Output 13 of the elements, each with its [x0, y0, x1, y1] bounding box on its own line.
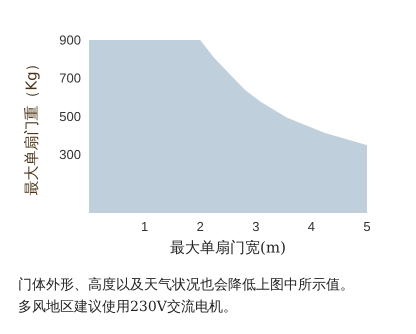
- x-tick-label: 3: [252, 219, 260, 234]
- y-tick-label: 300: [59, 147, 81, 162]
- text: 多风地区建议使用230V交流电机。: [18, 299, 237, 315]
- y-tick-label: 500: [59, 108, 81, 124]
- y-tick-label: 700: [59, 70, 81, 86]
- y-axis-title: 最大单扇门重（Kg）: [22, 56, 40, 196]
- x-tick-label: 2: [196, 219, 204, 234]
- x-tick-label: 1: [140, 219, 148, 234]
- x-tick-label: 4: [308, 219, 316, 234]
- text: 门体外形、高度以及天气状况也会降低上图中所示值。: [18, 277, 354, 293]
- y-tick-label: 900: [59, 32, 81, 48]
- x-axis-title: 最大单扇门宽(m): [170, 238, 286, 256]
- x-tick-label: 5: [363, 219, 371, 234]
